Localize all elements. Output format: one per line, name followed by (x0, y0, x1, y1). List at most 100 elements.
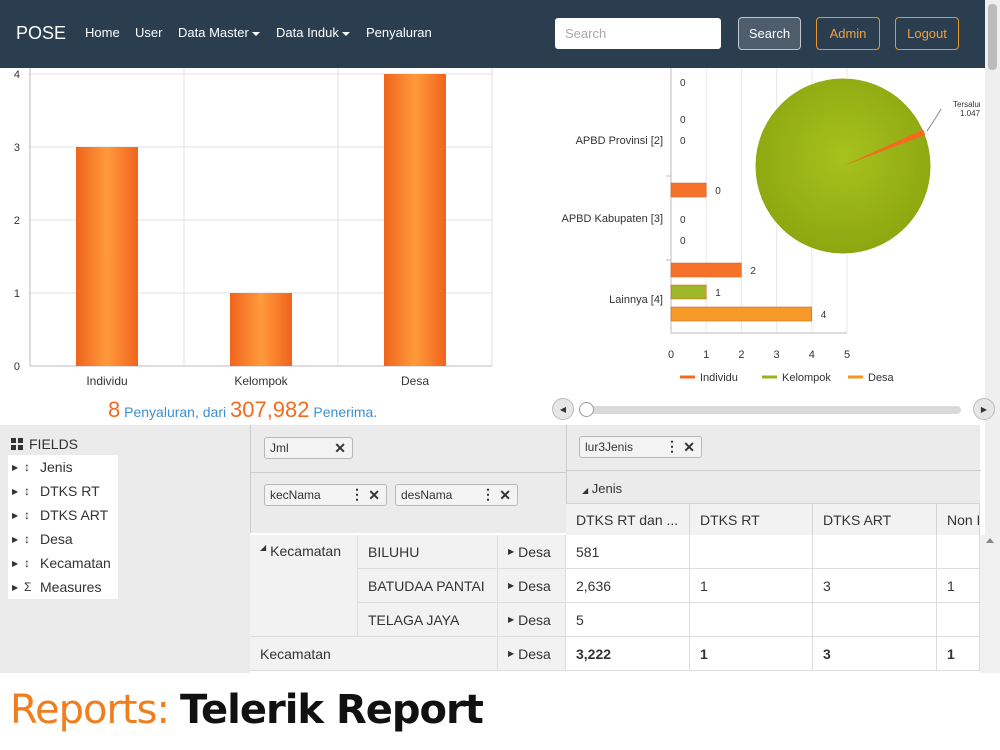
x-tick-label: 1 (703, 349, 709, 361)
remove-icon[interactable]: ✕ (683, 439, 695, 455)
grid-icon (11, 438, 23, 450)
field-measures[interactable]: ▶ Σ Measures (8, 575, 118, 599)
nav-data-induk[interactable]: Data Induk (276, 25, 350, 40)
logout-button[interactable]: Logout (895, 17, 959, 50)
expand-icon[interactable]: ▶ (12, 462, 19, 472)
expand-icon[interactable]: ▶ (12, 510, 19, 520)
field-kecamatan[interactable]: ▶ ↕ Kecamatan (8, 551, 118, 575)
expand-icon[interactable]: ▶ (508, 547, 515, 556)
nav-home[interactable]: Home (85, 25, 120, 40)
scroller-track[interactable] (582, 406, 961, 414)
column-header[interactable]: DTKS RT dan ... (566, 503, 690, 535)
column-group-jenis[interactable]: ◢ Jenis (582, 481, 623, 496)
page-scrollbar-thumb[interactable] (988, 4, 997, 70)
pivot-config-area: Jml ✕ kecNama ⋮ ✕ desNama ⋮ ✕ (250, 425, 567, 533)
column-chip-lur3jenis[interactable]: lur3Jenis ⋮ ✕ (579, 436, 702, 458)
row-member-desa[interactable]: ▶ Desa (498, 603, 566, 637)
column-header[interactable]: DTKS ART (813, 503, 937, 535)
row-chip-kecnama[interactable]: kecNama ⋮ ✕ (264, 484, 387, 506)
expand-icon[interactable]: ▶ (12, 534, 19, 544)
data-cell (690, 535, 813, 569)
data-cell (690, 603, 813, 637)
hierarchy-icon: ↕ (24, 460, 30, 474)
value-label: 0 (680, 136, 686, 147)
total-row-header: Kecamatan (250, 637, 498, 671)
value-label: 4 (821, 310, 827, 321)
total-cell: 3 (813, 637, 937, 671)
x-tick-label: 2 (738, 349, 744, 361)
total-row-member[interactable]: ▶ Desa (498, 637, 566, 671)
row-member-desa[interactable]: ▶ Desa (498, 535, 566, 569)
bar (230, 293, 292, 366)
summary-text: 8 Penyaluran, dari 307,982 Penerima. (108, 397, 377, 423)
scroll-up-icon[interactable] (986, 538, 994, 543)
total-cell: 3,222 (566, 637, 690, 671)
expand-icon[interactable]: ▶ (508, 615, 515, 624)
horizontal-bar-chart: 0 1 2 3 4 5 APBD Provinsi [2] APBD Kabupaten [3… (561, 68, 980, 384)
caret-down-icon (341, 31, 350, 36)
more-icon[interactable]: ⋮ (481, 486, 495, 502)
data-cell (813, 603, 937, 637)
row-header-desa: TELAGA JAYA (358, 603, 498, 637)
field-dtks-rt[interactable]: ▶ ↕ DTKS RT (8, 479, 118, 503)
y-tick-label: 2 (14, 215, 20, 227)
expand-icon[interactable]: ▶ (12, 558, 19, 568)
bar (76, 147, 138, 366)
nav-user[interactable]: User (135, 25, 163, 40)
page-scrollbar[interactable] (985, 0, 1000, 672)
expand-icon[interactable]: ▶ (508, 581, 515, 590)
more-icon[interactable]: ⋮ (665, 438, 679, 454)
x-tick-label: 0 (668, 349, 674, 361)
expand-icon[interactable]: ▶ (508, 649, 515, 658)
x-tick-label: Kelompok (234, 374, 288, 388)
pie-leader-line (926, 108, 942, 132)
bar-chart: 0 1 2 3 4 Individu Kelompok Desa (14, 68, 493, 388)
data-cell: 5 (566, 603, 690, 637)
legend-label: Desa (868, 372, 895, 384)
row-header-desa: BILUHU (358, 535, 498, 569)
admin-button[interactable]: Admin (816, 17, 880, 50)
remove-icon[interactable]: ✕ (334, 440, 346, 456)
row-chip-desnama[interactable]: desNama ⋮ ✕ (395, 484, 518, 506)
collapse-icon[interactable]: ◢ (582, 486, 589, 495)
x-tick-label: 5 (844, 349, 850, 361)
value-label: 0 (680, 236, 686, 247)
total-cell: 1 (690, 637, 813, 671)
remove-icon[interactable]: ✕ (499, 487, 511, 503)
data-cell: 581 (566, 535, 690, 569)
brand-logo[interactable]: POSE (16, 23, 67, 43)
field-dtks-art[interactable]: ▶ ↕ DTKS ART (8, 503, 118, 527)
caret-down-icon (251, 31, 260, 36)
expand-icon[interactable]: ▶ (12, 486, 19, 496)
field-jenis[interactable]: ▶ ↕ Jenis (8, 455, 118, 479)
scroll-left-icon[interactable]: ◀ (552, 398, 574, 420)
scroller-handle[interactable] (579, 402, 594, 417)
nav-penyaluran[interactable]: Penyaluran (366, 25, 432, 40)
value-label: 0 (680, 115, 686, 126)
divider (251, 472, 567, 473)
row-group-kecamatan[interactable]: ◢ Kecamatan (250, 535, 358, 637)
measure-chip[interactable]: Jml ✕ (264, 437, 353, 459)
summary-total: 307,982 (229, 397, 310, 422)
field-desa[interactable]: ▶ ↕ Desa (8, 527, 118, 551)
fields-title: FIELDS (11, 436, 78, 452)
remove-icon[interactable]: ✕ (368, 487, 380, 503)
row-member-desa[interactable]: ▶ Desa (498, 569, 566, 603)
expand-icon[interactable]: ▶ (12, 582, 19, 592)
collapse-icon[interactable]: ◢ (260, 543, 267, 552)
hbar (670, 306, 813, 322)
column-header[interactable]: DTKS RT (690, 503, 813, 535)
row-header-desa: BATUDAA PANTAI (358, 569, 498, 603)
chart-scroller[interactable]: ◀ ▶ (552, 398, 1000, 422)
search-button[interactable]: Search (738, 17, 801, 50)
scroll-right-icon[interactable]: ▶ (973, 398, 995, 420)
pivot-scrollbar[interactable] (980, 535, 1000, 673)
column-header[interactable]: Non D (937, 503, 980, 535)
more-icon[interactable]: ⋮ (350, 486, 364, 502)
nav-data-master[interactable]: Data Master (178, 25, 260, 40)
search-input[interactable] (555, 18, 721, 49)
top-navbar: POSE Home User Data Master Data Induk Pe… (0, 0, 985, 68)
legend-label: Kelompok (782, 372, 831, 384)
data-cell: 3 (813, 569, 937, 603)
hierarchy-icon: ↕ (24, 532, 30, 546)
